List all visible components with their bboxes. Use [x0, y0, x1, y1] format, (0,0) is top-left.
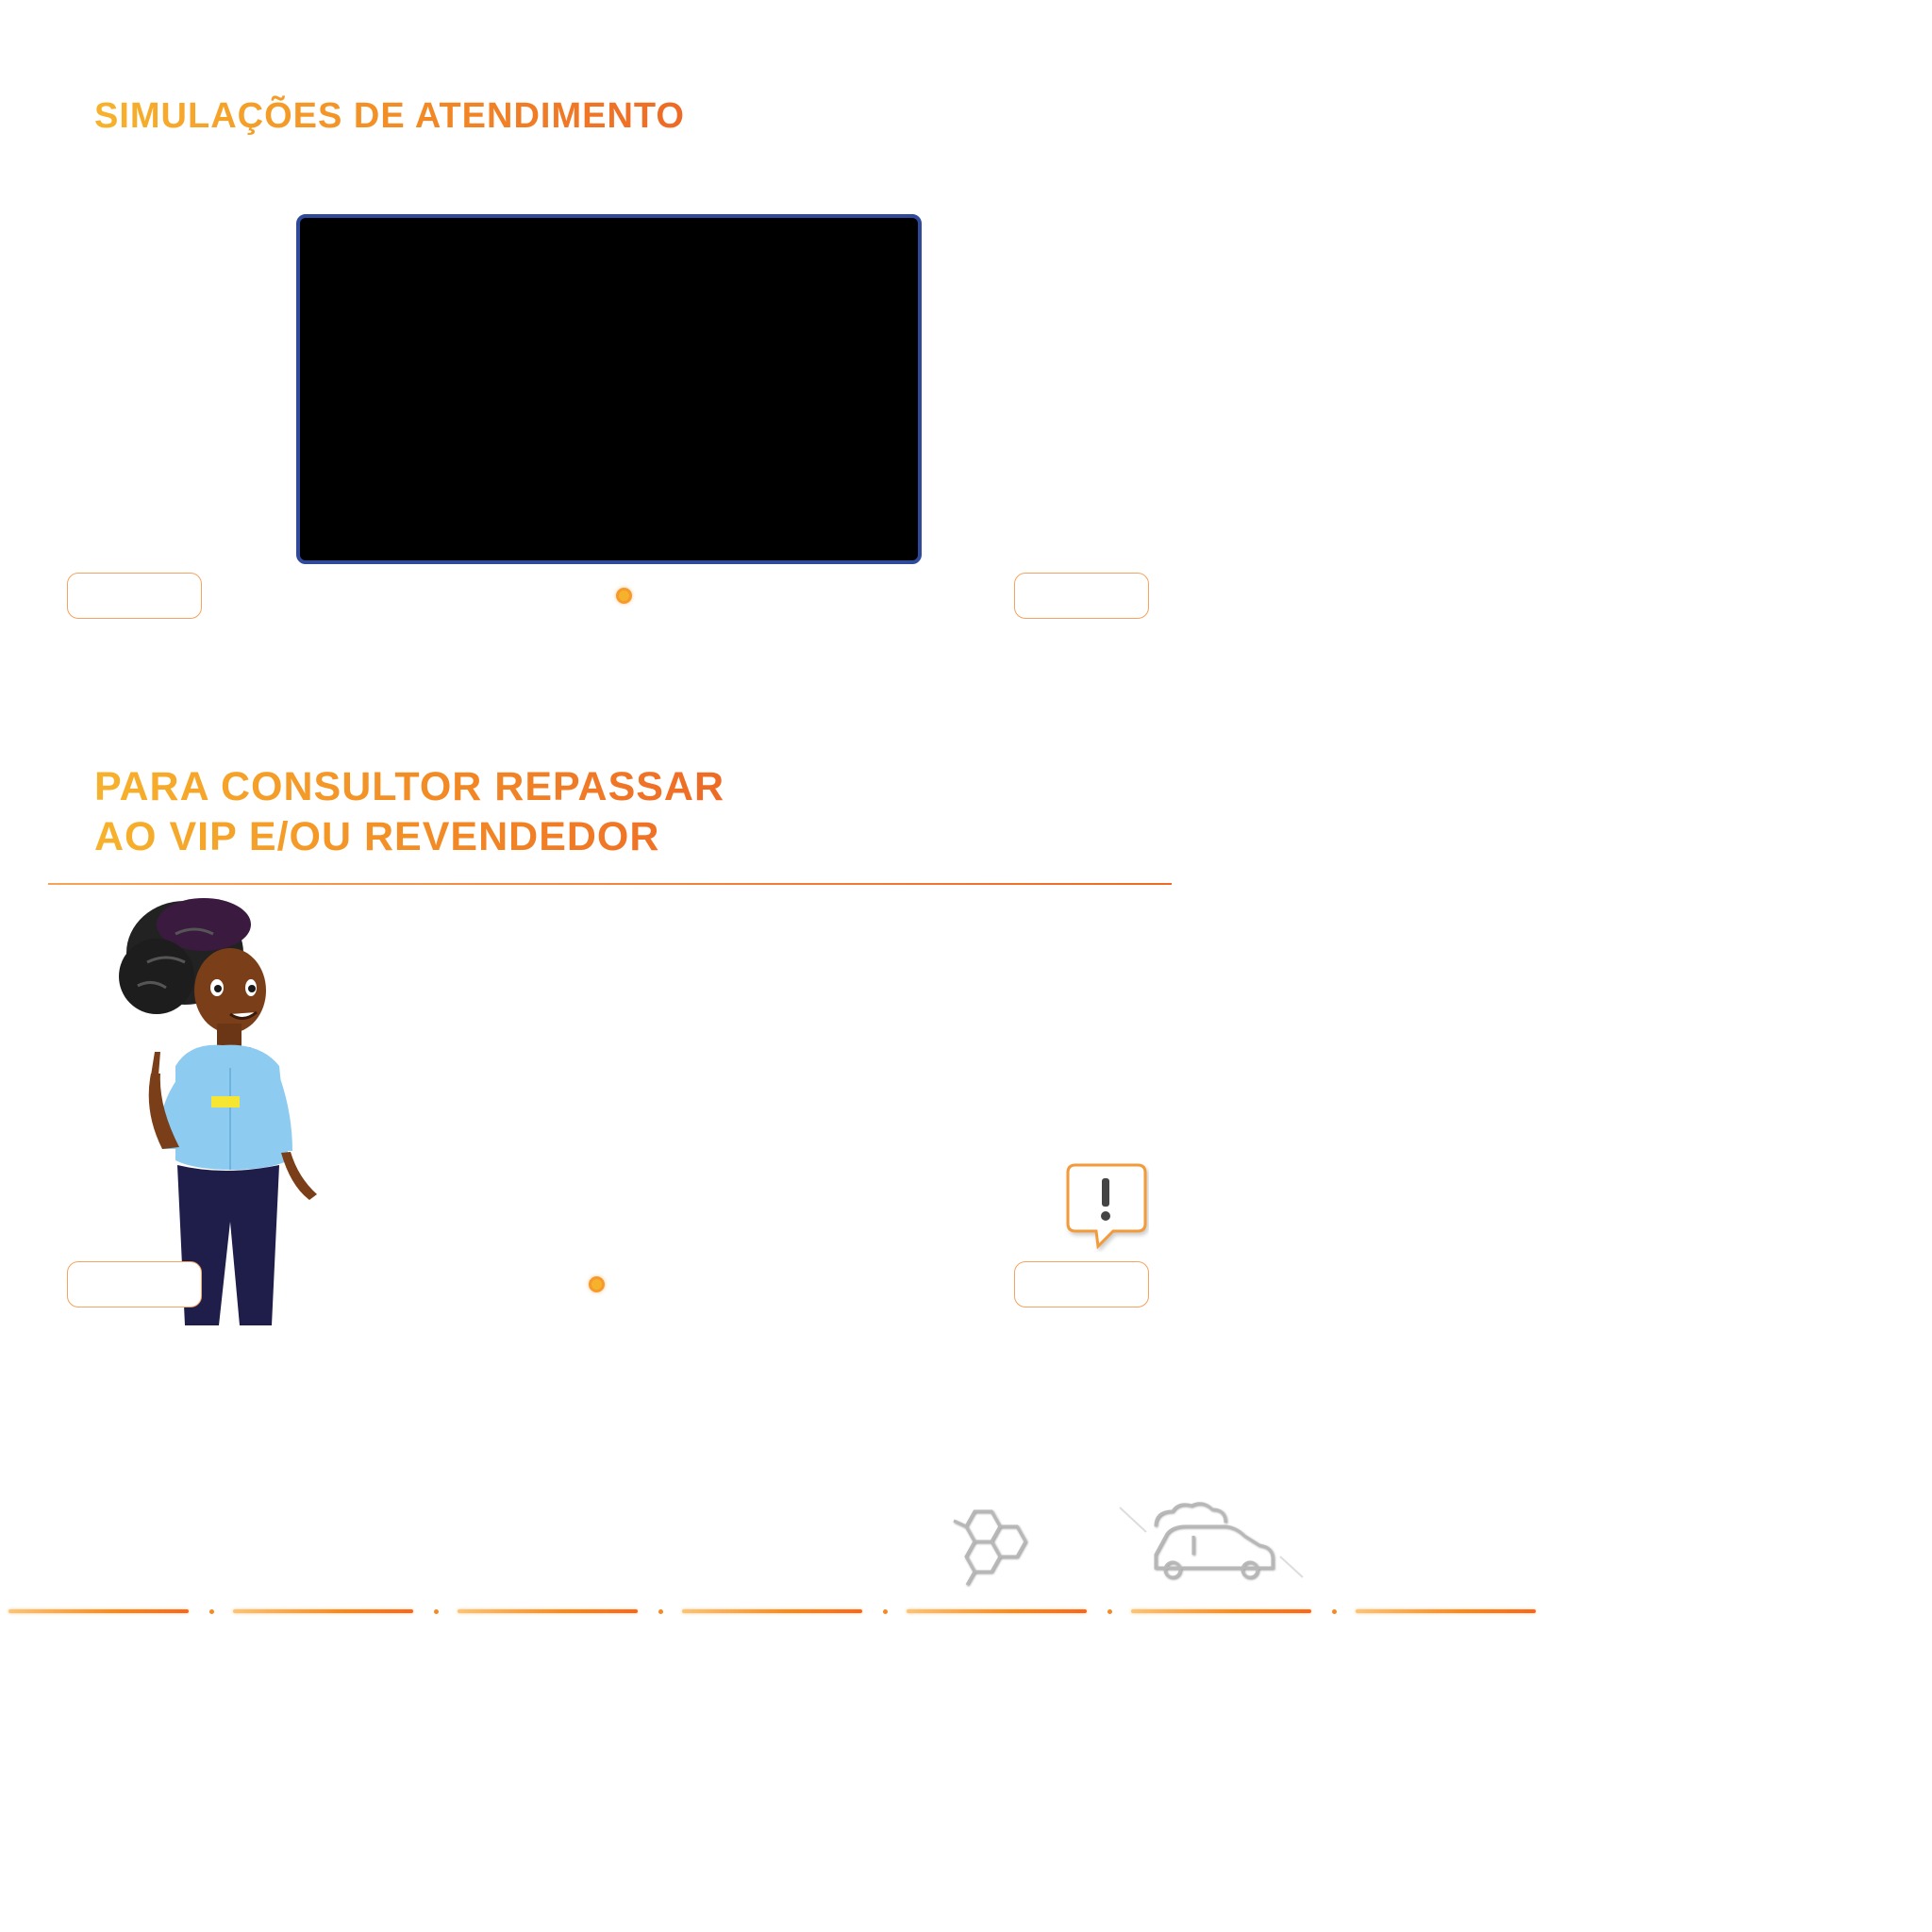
progress-segment-1[interactable]	[8, 1609, 189, 1613]
section-divider	[48, 883, 1172, 885]
page-indicator-dot-2[interactable]	[589, 1276, 605, 1292]
progress-dot	[658, 1609, 663, 1614]
consultant-character-illustration	[119, 898, 317, 1325]
section-title-consultor: PARA CONSULTOR REPASSAR AO VIP E/OU REVE…	[94, 762, 724, 862]
car-with-smoke-icon	[1119, 1502, 1304, 1579]
progress-dot	[209, 1609, 214, 1614]
next-button[interactable]	[1014, 573, 1149, 619]
video-player[interactable]	[296, 214, 922, 564]
progress-segment-5[interactable]	[907, 1609, 1087, 1613]
progress-dot	[883, 1609, 888, 1614]
prev-button[interactable]	[67, 573, 202, 619]
title-line-1: PARA CONSULTOR REPASSAR	[94, 764, 725, 809]
progress-segment-3[interactable]	[458, 1609, 638, 1613]
progress-segment-4[interactable]	[682, 1609, 862, 1613]
title-line-2: AO VIP E/OU REVENDEDOR	[94, 814, 660, 859]
progress-dot	[1108, 1609, 1112, 1614]
next-button-2[interactable]	[1014, 1261, 1149, 1307]
progress-segment-2[interactable]	[233, 1609, 413, 1613]
section-title-simulacoes: SIMULAÇÕES DE ATENDIMENTO	[94, 96, 685, 136]
progress-segment-7[interactable]	[1356, 1609, 1536, 1613]
progress-dot	[434, 1609, 439, 1614]
progress-segment-6[interactable]	[1131, 1609, 1311, 1613]
molecule-hexagon-icon	[953, 1509, 1027, 1586]
exclamation-speech-bubble-icon[interactable]	[1064, 1158, 1149, 1252]
page-indicator-dot[interactable]	[616, 588, 632, 604]
progress-dot	[1332, 1609, 1337, 1614]
prev-button-2[interactable]	[67, 1261, 202, 1307]
